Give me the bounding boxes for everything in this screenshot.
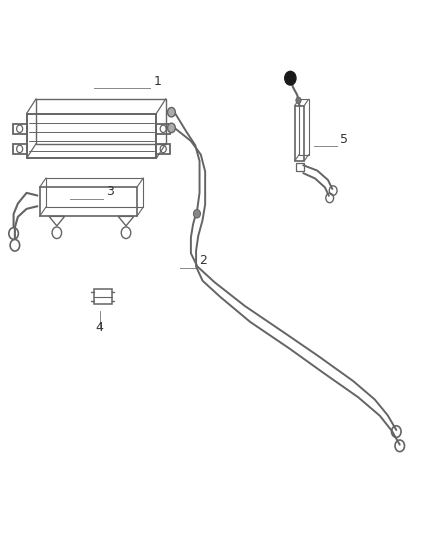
Bar (156, 144, 170, 154)
Circle shape (168, 108, 175, 117)
Bar (94, 289, 112, 304)
Bar (13, 124, 27, 134)
Text: 5: 5 (340, 133, 348, 146)
Circle shape (168, 123, 175, 133)
Bar (27, 114, 156, 158)
Bar (299, 99, 308, 155)
Circle shape (285, 71, 296, 85)
Text: 1: 1 (154, 75, 162, 87)
Bar (36, 99, 166, 143)
Text: 3: 3 (106, 185, 114, 198)
Bar (296, 163, 304, 171)
Bar (13, 144, 27, 154)
Circle shape (194, 209, 201, 218)
Bar (295, 106, 304, 161)
Bar (46, 178, 143, 207)
Circle shape (296, 97, 301, 103)
Bar (39, 188, 137, 216)
Text: 2: 2 (200, 254, 208, 267)
Text: 4: 4 (96, 321, 104, 334)
Bar (156, 124, 170, 134)
